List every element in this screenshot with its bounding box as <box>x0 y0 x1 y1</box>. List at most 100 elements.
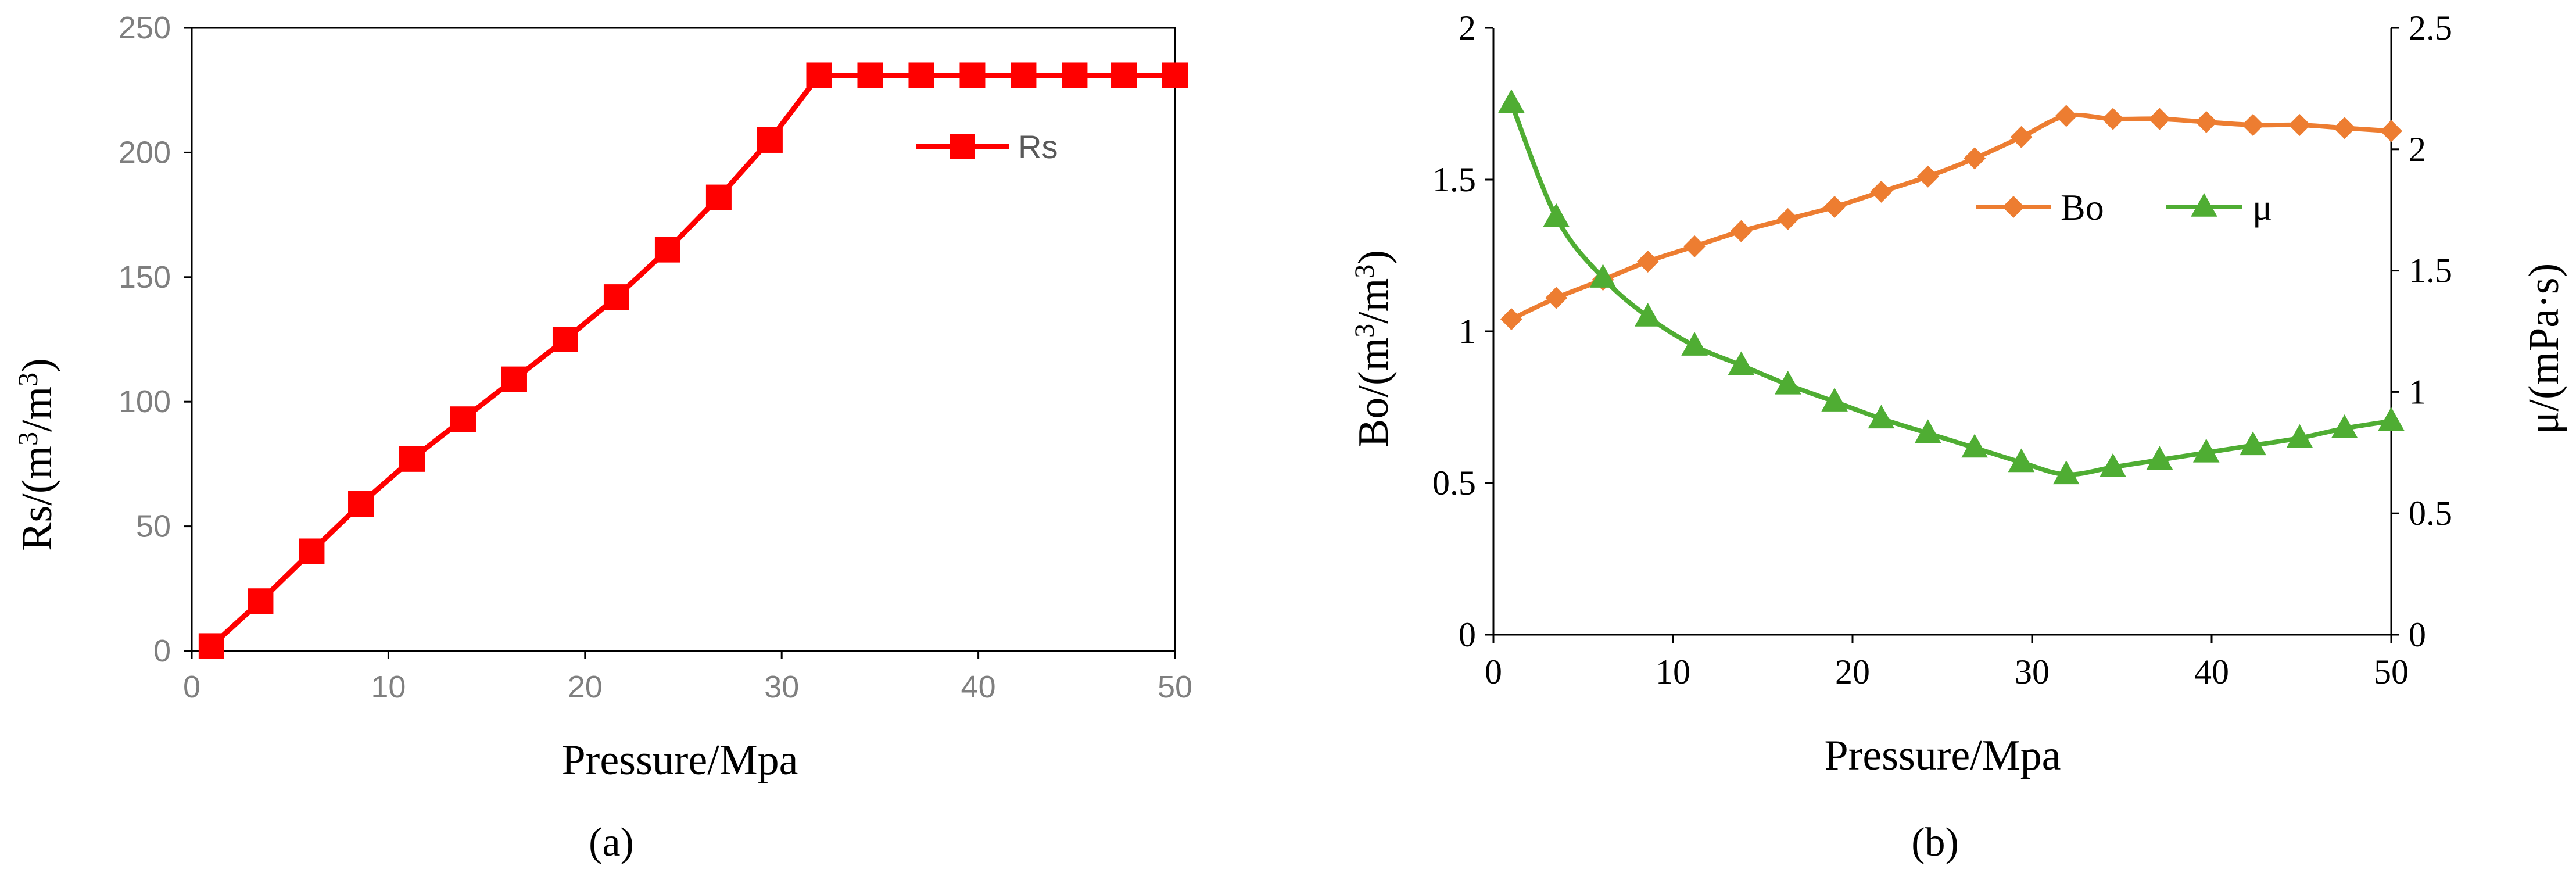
rs-point <box>1111 62 1137 88</box>
panel-b-x-tick-label: 0 <box>1485 653 1502 691</box>
mu-point <box>2146 446 2173 470</box>
panel-a-x-tick-label: 20 <box>568 670 603 704</box>
bo-point <box>1823 195 1846 218</box>
rs-point <box>806 62 832 88</box>
bo-point <box>1776 207 1799 230</box>
panel-a-x-tick-label: 0 <box>183 670 200 704</box>
bo-point <box>2102 108 2124 130</box>
panel-b-ylabel: Bo/(m3/m3) <box>1349 250 1398 448</box>
mu-point <box>1589 264 1617 288</box>
mu-point <box>1914 419 1941 443</box>
mu-point <box>1498 89 1525 113</box>
mu-point <box>1681 332 1708 356</box>
panel-b-y-tick-label: 1 <box>1459 312 1476 350</box>
panel-a-frame <box>191 27 1176 652</box>
panel-a-y-tick-label: 200 <box>119 135 171 170</box>
panel-a-x-tick-label: 30 <box>764 670 799 704</box>
panel-b-label: (b) <box>1911 820 1959 865</box>
mu-point <box>1774 370 1801 395</box>
bo-point <box>2380 120 2402 142</box>
panel-b-x-tick-label: 50 <box>2374 653 2409 691</box>
rs-point <box>959 62 986 88</box>
bo-point <box>1545 287 1568 309</box>
rs-point <box>348 491 374 517</box>
panel-a-label: (a) <box>589 820 634 865</box>
rs-point <box>1162 62 1188 88</box>
panel-b-y2-tick-label: 1.5 <box>2409 252 2452 290</box>
panel-a-y-tick-label: 100 <box>119 384 171 419</box>
panel-b-y2-tick-label: 2.5 <box>2409 9 2452 47</box>
rs-point <box>1062 62 1088 88</box>
panel-a-y-tick-label: 50 <box>136 509 171 544</box>
bo-point <box>2242 114 2265 137</box>
legend-rs-label: Rs <box>1018 128 1058 165</box>
bo-point <box>2055 105 2077 127</box>
rs-point <box>399 446 425 472</box>
mu-point <box>2052 460 2080 485</box>
bo-point <box>1870 180 1893 203</box>
panel-b-y-tick-label: 0 <box>1459 616 1476 654</box>
legend-mu-marker <box>2191 193 2217 217</box>
bo-point <box>1500 308 1522 331</box>
bo-point <box>1730 220 1753 242</box>
mu-point <box>2331 414 2358 438</box>
panel-a-xlabel: Pressure/Mpa <box>562 736 798 784</box>
panel-a-y-tick-label: 0 <box>153 634 171 668</box>
mu-point <box>1868 405 1895 429</box>
panel-b-y2-tick-label: 0 <box>2409 616 2426 654</box>
bo-point <box>2010 126 2033 148</box>
rs-point <box>299 538 325 564</box>
rs-point <box>757 127 783 153</box>
panel-a-ylabel: Rs/(m3/m3) <box>13 358 61 551</box>
mu-point <box>1821 388 1848 412</box>
rs-point <box>552 327 578 352</box>
legend-mu-label: μ <box>2252 187 2272 228</box>
panel-b-y2label: μ/(mPa·s) <box>2520 263 2568 435</box>
panel-b-y-tick-label: 0.5 <box>1432 464 1476 502</box>
panel-a-x-tick-label: 40 <box>961 670 996 704</box>
mu-point <box>2192 438 2220 463</box>
rs-point <box>248 588 274 614</box>
rs-point <box>603 284 629 310</box>
panel-a: 0 10 20 30 40 50 0 50 100 150 200 250 Rs Pressure/Mp… <box>13 10 1192 865</box>
panel-b-x-tick-label: 20 <box>1835 653 1870 691</box>
bo-point <box>2288 114 2311 137</box>
rs-point <box>908 62 934 88</box>
bo-point <box>2148 108 2171 130</box>
mu-point <box>2008 448 2035 473</box>
panel-b-y2-tick-label: 2 <box>2409 130 2426 169</box>
mu-point <box>2378 407 2405 431</box>
panel-b-x-tick-label: 10 <box>1656 653 1690 691</box>
panel-b-x-tick-label: 40 <box>2194 653 2229 691</box>
legend-rs-marker <box>950 134 975 159</box>
mu-series-line <box>1509 102 2392 477</box>
panel-b-xlabel: Pressure/Mpa <box>1825 732 2061 779</box>
panel-b-x-tick-label: 30 <box>2015 653 2050 691</box>
panel-b-y2-tick-label: 0.5 <box>2409 494 2452 532</box>
rs-point <box>1011 62 1037 88</box>
mu-point <box>1634 302 1661 327</box>
panel-a-plot: 0 10 20 30 40 50 0 50 100 150 200 250 Rs <box>119 10 1192 704</box>
rs-point <box>857 62 883 88</box>
legend-bo-marker <box>2002 196 2025 218</box>
mu-point <box>2240 431 2266 456</box>
legend-bo-label: Bo <box>2061 187 2104 228</box>
mu-point <box>1543 203 1570 227</box>
rs-point <box>501 366 527 392</box>
panel-b-y2-tick-label: 1 <box>2409 373 2426 411</box>
mu-point <box>2100 453 2126 477</box>
rs-point <box>198 633 224 659</box>
panel-a-y-tick-label: 250 <box>119 10 171 45</box>
bo-point <box>1636 250 1659 273</box>
bo-point <box>1683 235 1706 257</box>
panel-b-y-tick-label: 2 <box>1459 9 1476 47</box>
rs-point <box>705 184 732 210</box>
panel-b-y-tick-label: 1.5 <box>1432 160 1476 199</box>
panel-a-x-tick-label: 10 <box>371 670 406 704</box>
panel-a-y-tick-label: 150 <box>119 260 171 295</box>
mu-point <box>1961 434 1988 458</box>
panel-a-x-tick-label: 50 <box>1158 670 1192 704</box>
